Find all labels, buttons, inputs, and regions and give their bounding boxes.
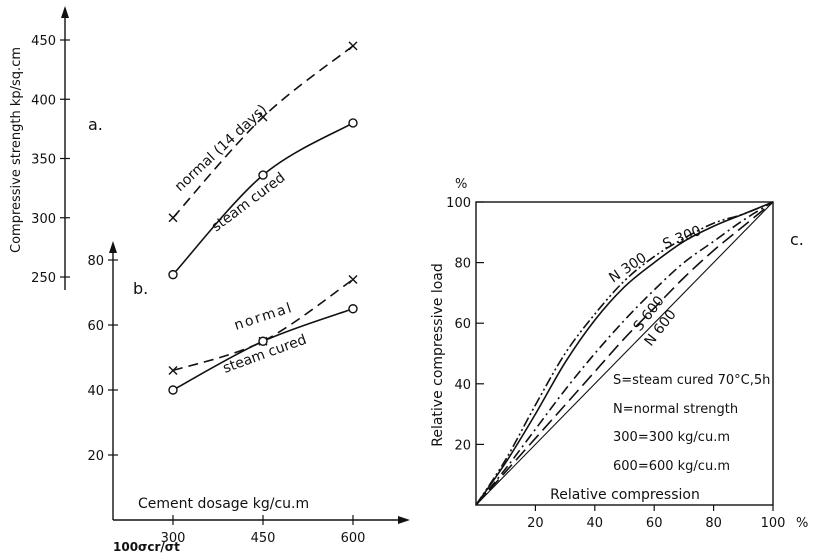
a-ytick-label: 400 — [31, 93, 56, 108]
c-ytick-label: 40 — [454, 378, 471, 393]
label-n300: N 300 — [606, 250, 649, 287]
a-ytick-label: 250 — [31, 271, 56, 286]
a-point-cross — [168, 213, 178, 223]
a-point-circle — [258, 170, 268, 180]
label-s300: S 300 — [661, 223, 704, 253]
axis-a-ticks: 250 300 350 400 450 — [31, 34, 70, 286]
axis-b-ticks: 20 40 60 80 — [87, 254, 118, 464]
b-point-cross — [168, 366, 178, 375]
c-legend-4: 600=600 kg/cu.m — [613, 459, 730, 474]
panel-b-series — [168, 275, 358, 395]
c-xtick-label: 40 — [587, 516, 604, 531]
left-panel: 250 300 350 400 450 20 40 60 80 300 450 600 Compr… — [9, 6, 410, 554]
label-steam-cured-a: steam cured — [209, 170, 289, 235]
b-ytick-label: 80 — [87, 254, 104, 269]
x-tick-label: 600 — [341, 531, 366, 546]
c-y-unit: % — [455, 177, 467, 192]
c-xtick-label: 80 — [705, 516, 722, 531]
c-series-line-0 — [475, 201, 774, 506]
axis-x-ticks: 300 450 600 — [161, 515, 366, 546]
c-series-line-2 — [475, 201, 774, 506]
a-point-cross — [348, 41, 358, 51]
panel-label-a: a. — [88, 115, 103, 134]
x-tick-label: 300 — [161, 531, 186, 546]
c-xtick-label: 100 — [761, 516, 786, 531]
panel-c-frame — [475, 201, 774, 506]
a-ytick-label: 350 — [31, 153, 56, 168]
b-point-circle — [168, 385, 178, 395]
axis-b-arrow — [109, 241, 117, 253]
axis-b-subcaption: 100σcr/σt — [113, 540, 180, 554]
panel-label-c: c. — [790, 230, 804, 249]
c-ytick-label: 20 — [454, 438, 471, 453]
b-ytick-label: 40 — [87, 384, 104, 399]
c-legend-1: S=steam cured 70°C,5h — [613, 373, 770, 388]
panel-c-series — [475, 201, 774, 506]
a-point-circle — [168, 269, 178, 280]
c-ytick-label: 80 — [454, 257, 471, 272]
x-tick-label: 450 — [251, 531, 276, 546]
c-series-line-4 — [475, 201, 774, 506]
c-legend-2: N=normal strength — [613, 402, 738, 417]
panel-label-b: b. — [133, 279, 148, 298]
b-ytick-label: 60 — [87, 319, 104, 334]
panel-a-series — [168, 41, 358, 280]
a-point-cross — [258, 112, 268, 122]
b-point-cross — [348, 275, 358, 284]
axis-a-label: Compressive strength kp/sq.cm — [9, 47, 24, 253]
c-xtick-label: 60 — [646, 516, 663, 531]
right-panel-c: 20 40 60 80 100 20 40 60 80 100 % % Relative comp… — [430, 177, 808, 531]
a-ytick-label: 300 — [31, 212, 56, 227]
c-series-line-1 — [475, 201, 774, 506]
axis-x-arrow — [398, 516, 410, 524]
panel-c-ticks: 20 40 60 80 100 20 40 60 80 100 — [446, 196, 785, 531]
b-series-line-0 — [172, 278, 354, 372]
c-xtick-label: 20 — [527, 516, 544, 531]
a-point-circle — [348, 118, 358, 128]
axis-x-label: Cement dosage kg/cu.m — [138, 496, 309, 512]
a-ytick-label: 450 — [31, 34, 56, 49]
c-ytick-label: 60 — [454, 317, 471, 332]
c-legend-3: 300=300 kg/cu.m — [613, 430, 730, 445]
c-ylabel: Relative compressive load — [430, 263, 446, 447]
c-xlabel: Relative compression — [550, 487, 700, 503]
c-ytick-label: 100 — [446, 196, 471, 211]
b-ytick-label: 20 — [87, 449, 104, 464]
axis-a-arrow — [61, 6, 69, 18]
c-x-unit: % — [796, 516, 808, 531]
b-point-circle — [258, 336, 268, 346]
c-series-line-3 — [475, 201, 774, 506]
b-point-circle — [348, 304, 358, 314]
